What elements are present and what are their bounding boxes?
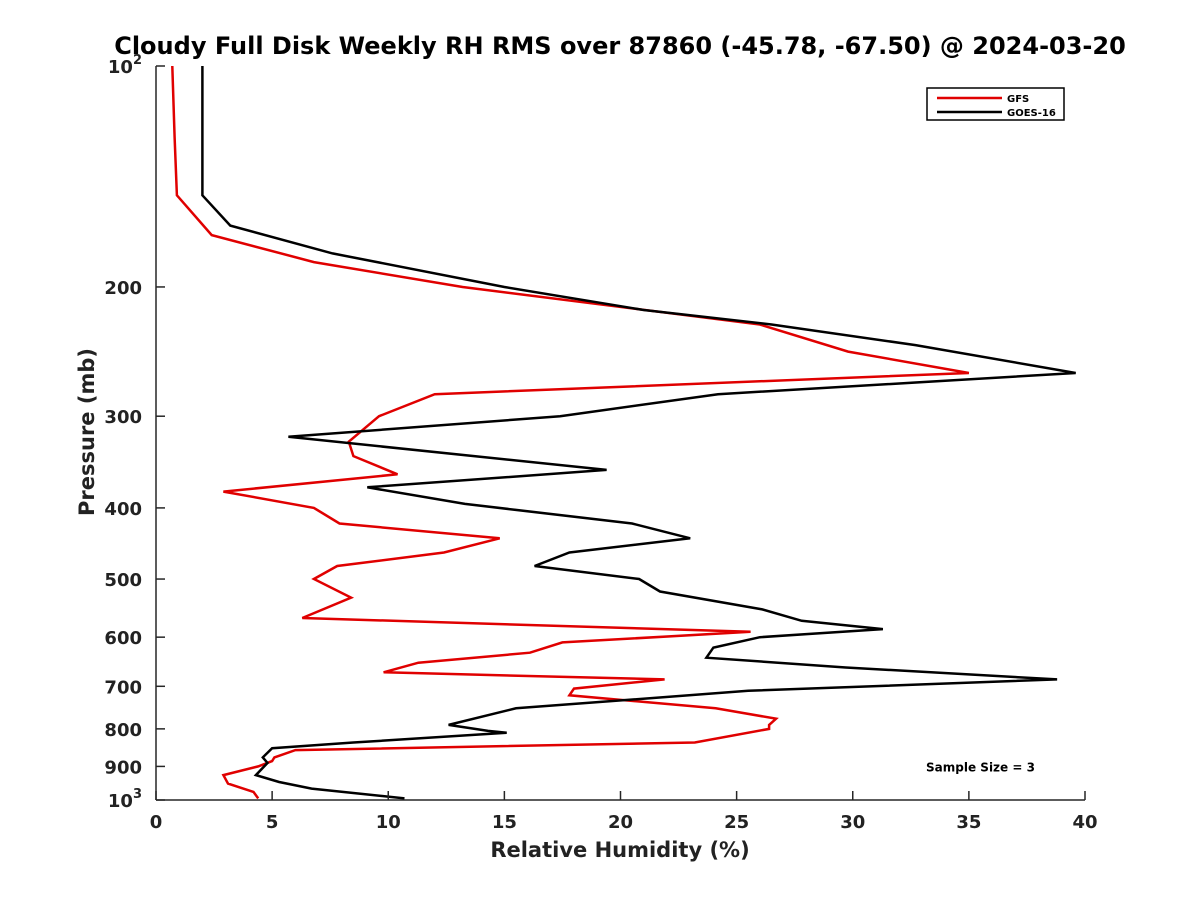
y-tick-label: 500 [104, 570, 142, 591]
plot-area [156, 66, 1085, 800]
y-tick-label: 600 [104, 628, 142, 649]
y-axis-label: Pressure (mb) [75, 348, 99, 516]
legend-box [926, 87, 1065, 121]
x-tick-label: 25 [724, 812, 749, 833]
x-tick-label: 20 [608, 812, 633, 833]
x-axis-label: Relative Humidity (%) [490, 838, 749, 862]
x-tick-label: 10 [376, 812, 401, 833]
legend-label-goes-16: GOES-16 [1007, 108, 1056, 119]
y-tick-label: 800 [104, 720, 142, 741]
y-tick-label: 300 [104, 407, 142, 428]
x-tick-label: 15 [492, 812, 517, 833]
y-tick-label: 700 [104, 677, 142, 698]
x-tick-label: 0 [150, 812, 163, 833]
y-tick-label: 102 [108, 53, 142, 78]
x-tick-label: 30 [840, 812, 865, 833]
y-tick-label: 900 [104, 757, 142, 778]
legend: GFS GOES-16 [926, 87, 1065, 121]
series-layer [171, 65, 1076, 800]
series-line-gfs [171, 65, 970, 800]
series-line-goes-16 [201, 66, 1076, 800]
y-tick-label: 400 [104, 499, 142, 520]
y-tick-label: 103 [108, 787, 142, 812]
sample-size-annotation: Sample Size = 3 [926, 760, 1035, 774]
chart-title: Cloudy Full Disk Weekly RH RMS over 8786… [114, 32, 1126, 60]
x-tick-label: 35 [956, 812, 981, 833]
legend-label-gfs: GFS [1007, 94, 1029, 105]
y-tick-label: 200 [104, 278, 142, 299]
x-tick-label: 40 [1072, 812, 1097, 833]
x-tick-label: 5 [266, 812, 279, 833]
axes-layer: 0 5 10 15 20 25 30 35 40 102 200 300 400 500 600 700 800… [104, 53, 1097, 833]
